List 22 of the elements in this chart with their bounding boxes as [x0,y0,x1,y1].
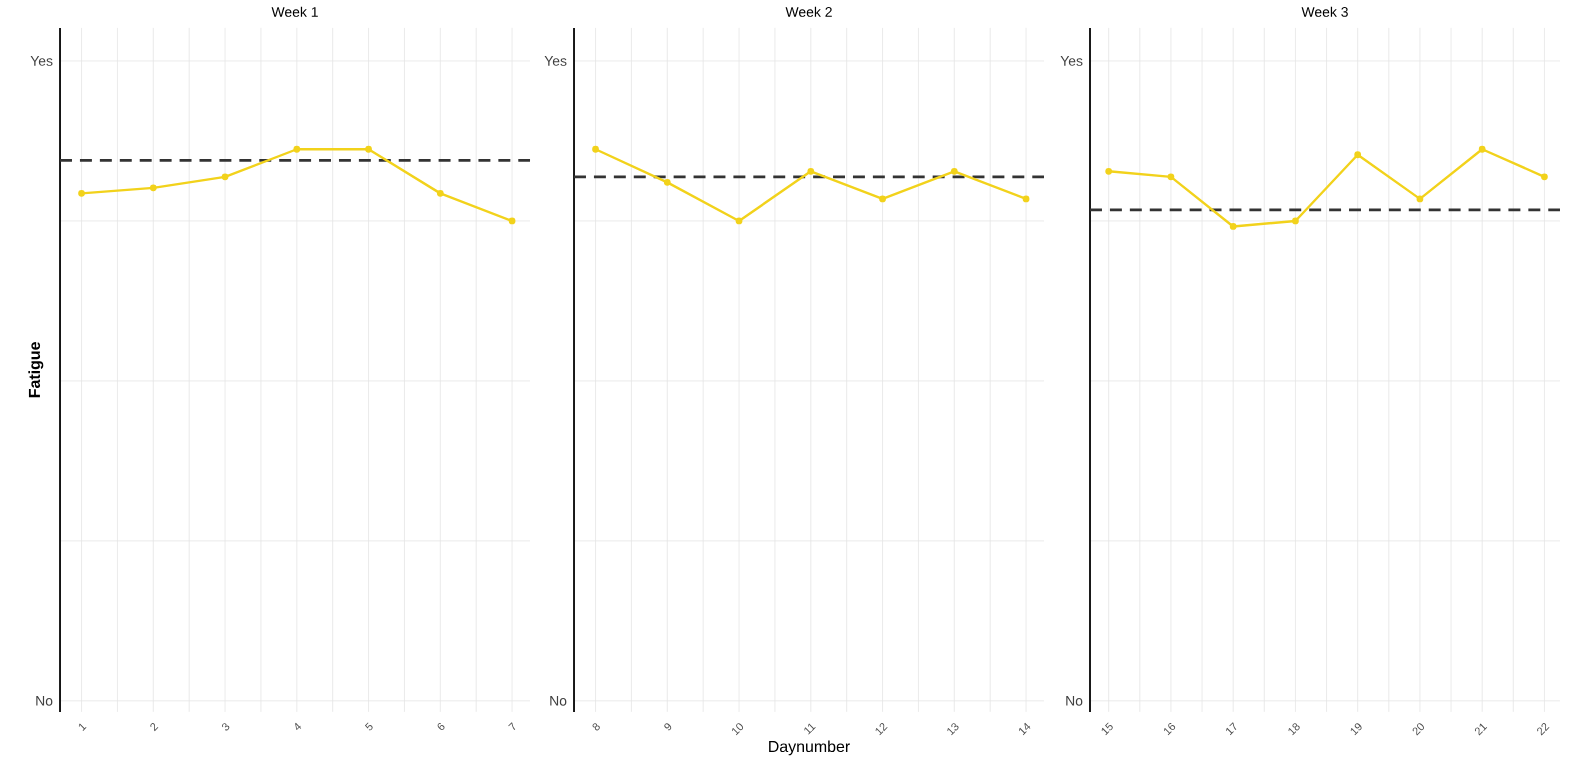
point [508,217,516,225]
point [1229,223,1237,230]
point [1354,151,1362,159]
point [293,145,301,153]
point [1541,173,1548,181]
point [1167,173,1175,181]
point [365,145,372,153]
point [950,167,958,175]
point [221,173,229,181]
point [1022,195,1030,203]
point [1292,217,1299,225]
point [592,145,599,153]
point [807,167,815,175]
point [78,190,85,197]
point [735,217,743,225]
point [1478,145,1486,153]
point [879,195,886,203]
point [1105,167,1113,175]
point [1416,195,1424,203]
point [436,190,444,197]
point [663,179,671,186]
point [149,184,157,192]
